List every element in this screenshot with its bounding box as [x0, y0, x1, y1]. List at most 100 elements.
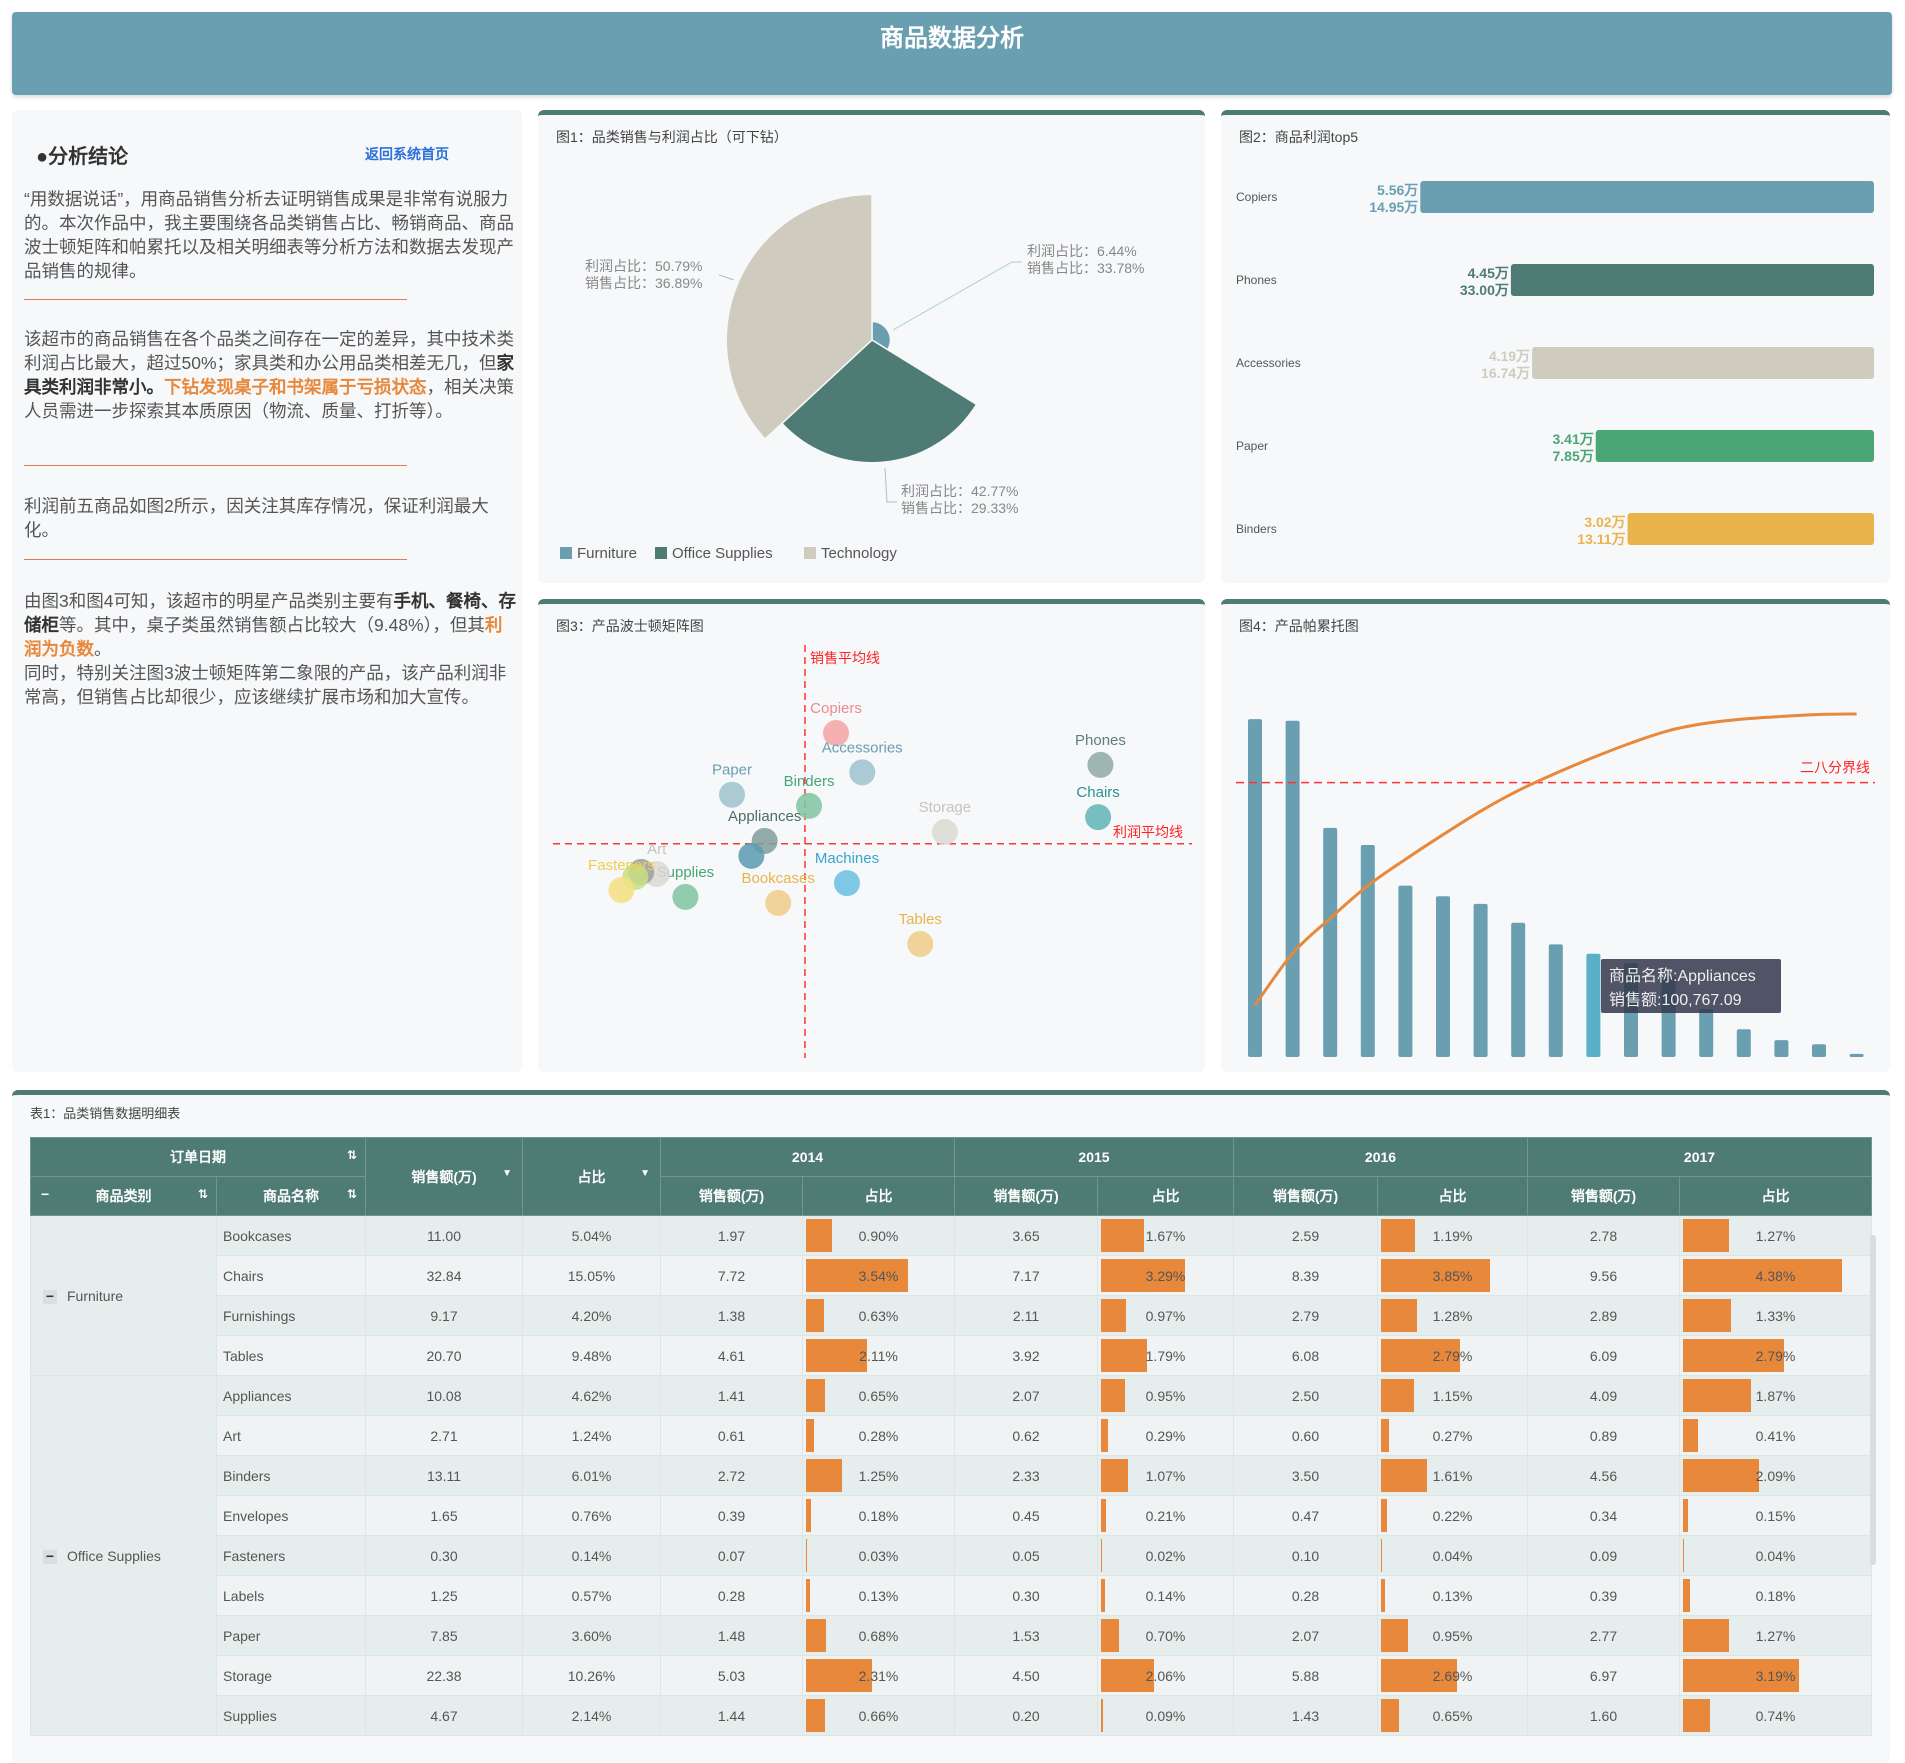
analysis-paragraph: 同时，特别关注图3波士顿矩阵第二象限的产品，该产品利润非常高，但销售占比却很少，… [24, 661, 519, 709]
year-sales-cell: 1.48 [660, 1615, 803, 1656]
category-header[interactable]: − 商品类别 ⇅ [30, 1176, 217, 1216]
share-bar [806, 1539, 807, 1572]
share-value: 0.09% [1145, 1707, 1186, 1724]
share-bar [1683, 1379, 1751, 1412]
year-sales-cell: 5.03 [660, 1655, 803, 1696]
year-share-cell: 1.79% [1097, 1335, 1234, 1376]
sales-cell: 20.70 [365, 1335, 523, 1376]
year-sales-cell: 0.45 [954, 1495, 1098, 1536]
table-scrollbar[interactable] [1870, 1235, 1876, 1565]
collapse-button[interactable]: − [43, 1549, 57, 1564]
collapse-button[interactable]: − [43, 1289, 57, 1304]
share-value: 0.04% [1755, 1547, 1796, 1564]
year-sales-cell: 0.05 [954, 1535, 1098, 1576]
share-bar [1381, 1379, 1414, 1412]
paragraph-text: 该超市的商品销售在各个品类之间存在一定的差异，其中技术类利润占比最大，超过50%… [24, 329, 514, 373]
share-value: 2.69% [1432, 1667, 1473, 1684]
year-share-cell: 0.74% [1679, 1695, 1872, 1736]
product-name: Furnishings [216, 1295, 366, 1336]
year-share-cell: 0.70% [1097, 1615, 1234, 1656]
chart-title: 图1：品类销售与利润占比（可下钻） [556, 129, 788, 145]
table-row: Supplies 4.67 2.14% 1.44 0.66% 0.20 0.09% 1.43 0… [31, 1695, 1872, 1736]
collapse-all-button[interactable]: − [41, 1186, 50, 1202]
product-header[interactable]: 商品名称 ⇅ [216, 1176, 366, 1216]
year-share-cell: 0.21% [1097, 1495, 1234, 1536]
year-sales-cell: 0.60 [1233, 1415, 1378, 1456]
year-sales-cell: 3.50 [1233, 1455, 1378, 1496]
paragraph-text: 由图3和图4可知，该超市的明星产品类别主要有 [24, 591, 394, 611]
share-value: 2.31% [858, 1667, 899, 1684]
year-sales-cell: 4.50 [954, 1655, 1098, 1696]
dropdown-triangle-icon[interactable]: ▼ [502, 1168, 512, 1179]
share-value: 1.33% [1755, 1307, 1796, 1324]
year-share-cell: 0.65% [1377, 1695, 1528, 1736]
share-header[interactable]: 占比 ▼ [522, 1137, 661, 1216]
category-name: Office Supplies [67, 1547, 161, 1564]
year-share-cell: 0.22% [1377, 1495, 1528, 1536]
analysis-heading: ●分析结论 [36, 146, 129, 168]
paragraph-text: 等。其中，桌子类虽然销售额占比较大（9.48%），但其 [59, 615, 485, 635]
year-share-cell: 1.67% [1097, 1215, 1234, 1256]
year-sales-cell: 2.07 [1233, 1615, 1378, 1656]
share-bar [1381, 1459, 1427, 1492]
year-share-cell: 2.31% [802, 1655, 955, 1696]
share-bar [1381, 1259, 1490, 1292]
sales-header[interactable]: 销售额(万) ▼ [365, 1137, 523, 1216]
home-link[interactable]: 返回系统首页 [365, 146, 449, 162]
share-bar [1683, 1299, 1732, 1332]
share-value: 0.27% [1432, 1427, 1473, 1444]
table-row: Storage 22.38 10.26% 5.03 2.31% 4.50 2.06% 5.88… [31, 1655, 1872, 1696]
share-value: 1.07% [1145, 1467, 1186, 1484]
emphasis-text: 下钻发现桌子和书架属于亏损状态 [164, 377, 427, 397]
table-row: Paper 7.85 3.60% 1.48 0.68% 1.53 0.70% 2.07 0.95… [31, 1615, 1872, 1656]
table-title: 表1：品类销售数据明细表 [30, 1106, 181, 1121]
share-value: 1.67% [1145, 1227, 1186, 1244]
share-bar [1381, 1219, 1415, 1252]
order-date-header[interactable]: 订单日期 ⇅ [30, 1137, 366, 1177]
paragraph-text: “用数据说话”，用商品销售分析去证明销售成果是非常有说服力的。本次作品中，我主要… [24, 189, 514, 281]
year-sales-cell: 4.56 [1527, 1455, 1680, 1496]
year-share-cell: 3.19% [1679, 1655, 1872, 1696]
share-bar [1683, 1419, 1698, 1452]
share-value: 0.41% [1755, 1427, 1796, 1444]
share-cell: 0.76% [522, 1495, 661, 1536]
year-sales-cell: 2.11 [954, 1295, 1098, 1336]
year-share-cell: 0.28% [802, 1415, 955, 1456]
product-name: Labels [216, 1575, 366, 1616]
year-sales-cell: 4.61 [660, 1335, 803, 1376]
emphasis-text: 家具类利润非常小。 [24, 353, 515, 397]
sales-cell: 11.00 [365, 1215, 523, 1256]
dropdown-triangle-icon[interactable]: ▼ [640, 1168, 650, 1179]
share-bar [806, 1419, 815, 1452]
year-sales-cell: 0.10 [1233, 1535, 1378, 1576]
share-bar [1683, 1539, 1685, 1572]
year-share-cell: 1.27% [1679, 1215, 1872, 1256]
year-sales-header: 销售额(万) [1527, 1176, 1680, 1216]
share-value: 0.29% [1145, 1427, 1186, 1444]
table-row: Fasteners 0.30 0.14% 0.07 0.03% 0.05 0.02% 0.10… [31, 1535, 1872, 1576]
year-sales-cell: 6.97 [1527, 1655, 1680, 1696]
year-share-cell: 0.29% [1097, 1415, 1234, 1456]
sort-icon[interactable]: ⇅ [197, 1187, 208, 1201]
year-sales-cell: 8.39 [1233, 1255, 1378, 1296]
product-name: Fasteners [216, 1535, 366, 1576]
share-bar [1683, 1459, 1759, 1492]
share-header-label: 占比 [577, 1168, 606, 1185]
sales-cell: 9.17 [365, 1295, 523, 1336]
share-value: 4.38% [1755, 1267, 1796, 1284]
sort-icon[interactable]: ⇅ [346, 1148, 357, 1162]
analysis-paragraph: 该超市的商品销售在各个品类之间存在一定的差异，其中技术类利润占比最大，超过50%… [24, 327, 519, 423]
year-share-cell: 2.69% [1377, 1655, 1528, 1696]
share-value: 0.68% [858, 1627, 899, 1644]
product-name: Supplies [216, 1695, 366, 1736]
share-cell: 6.01% [522, 1455, 661, 1496]
year-sales-cell: 0.20 [954, 1695, 1098, 1736]
year-sales-cell: 1.97 [660, 1215, 803, 1256]
share-value: 0.04% [1432, 1547, 1473, 1564]
share-value: 3.19% [1755, 1667, 1796, 1684]
table-row: Chairs 32.84 15.05% 7.72 3.54% 7.17 3.29% 8.39 3… [31, 1255, 1872, 1296]
year-sales-cell: 2.77 [1527, 1615, 1680, 1656]
share-value: 0.15% [1755, 1507, 1796, 1524]
year-share-cell: 2.79% [1377, 1335, 1528, 1376]
sort-icon[interactable]: ⇅ [346, 1187, 357, 1201]
